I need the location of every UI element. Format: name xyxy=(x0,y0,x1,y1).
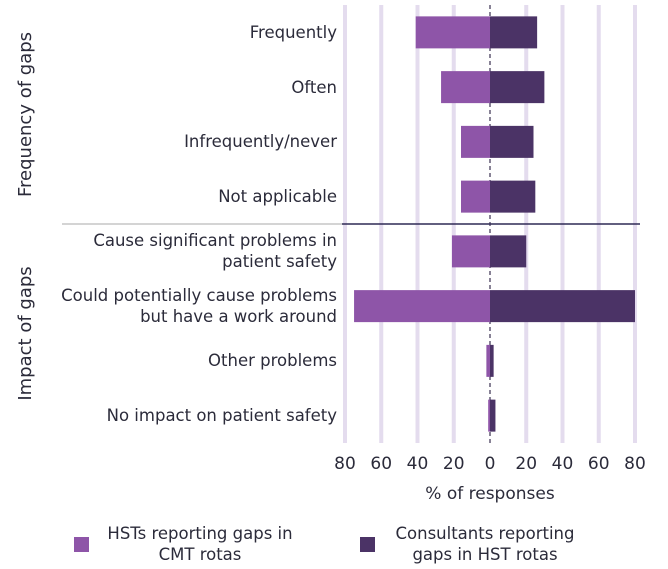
x-tick-label: 80 xyxy=(334,454,356,474)
panel-label: Frequency of gaps xyxy=(15,32,36,197)
bar xyxy=(490,235,527,268)
x-tick-label: 40 xyxy=(407,454,429,474)
bar xyxy=(451,235,490,268)
bar xyxy=(490,16,538,49)
bar xyxy=(354,290,490,323)
panel-label: Impact of gaps xyxy=(15,266,36,400)
x-tick-label: 60 xyxy=(588,454,610,474)
bar xyxy=(490,290,635,323)
bar xyxy=(415,16,490,49)
x-tick-label: 80 xyxy=(624,454,646,474)
bar xyxy=(490,399,496,432)
bar xyxy=(490,344,494,377)
legend-label: HSTs reporting gaps in CMT rotas xyxy=(107,524,293,564)
bar xyxy=(488,399,490,432)
bar xyxy=(490,180,536,213)
category-label: No impact on patient safety xyxy=(106,406,337,426)
bar xyxy=(490,125,534,158)
x-tick-label: 40 xyxy=(552,454,574,474)
category-label: Cause significant problems in patient sa… xyxy=(93,231,337,272)
bar xyxy=(461,180,490,213)
bar xyxy=(441,71,490,104)
category-label: Infrequently/never xyxy=(184,132,337,152)
x-axis-label: % of responses xyxy=(425,484,555,504)
legend-label: Consultants reporting gaps in HST rotas xyxy=(395,524,575,564)
category-label: Could potentially cause problems but hav… xyxy=(61,286,337,327)
x-tick-label: 0 xyxy=(485,454,496,474)
bar xyxy=(486,344,490,377)
x-tick-label: 60 xyxy=(370,454,392,474)
category-label: Frequently xyxy=(249,22,337,42)
category-label: Other problems xyxy=(208,351,337,371)
category-label: Often xyxy=(291,77,337,97)
category-label: Not applicable xyxy=(218,187,337,207)
bar xyxy=(461,125,490,158)
x-tick-label: 20 xyxy=(515,454,537,474)
legend-swatch xyxy=(360,537,375,552)
x-tick-label: 20 xyxy=(443,454,465,474)
legend-swatch xyxy=(74,537,89,552)
bar xyxy=(490,71,545,104)
